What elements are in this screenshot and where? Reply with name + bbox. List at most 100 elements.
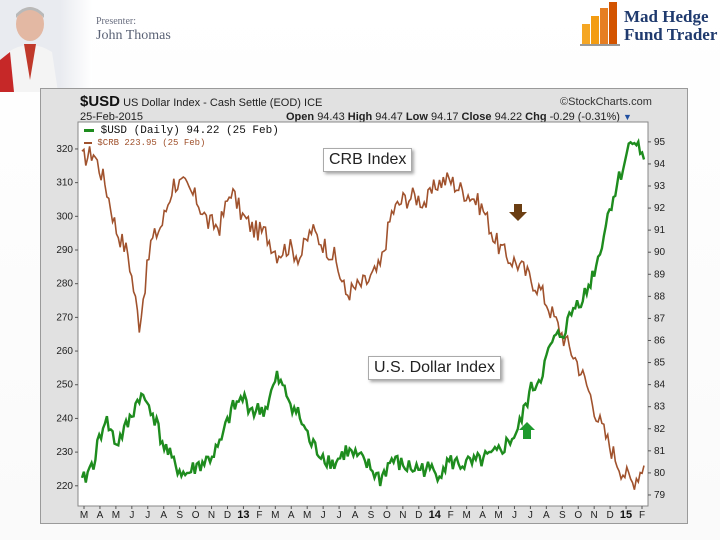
down-arrow-icon: [509, 204, 527, 221]
right-tick-label: 89: [654, 269, 666, 280]
right-tick-label: 90: [654, 247, 666, 258]
x-tick-label: J: [337, 510, 342, 521]
x-tick-label: A: [352, 510, 359, 521]
crb-index-callout: CRB Index: [323, 148, 413, 172]
x-tick-label: M: [303, 510, 311, 521]
right-tick-label: 85: [654, 358, 666, 369]
right-tick-label: 87: [654, 313, 666, 324]
x-axis: M A M J J A S O N D 13 F M A M J J A S O N D 14 F M A M J J A S O N D 15 F: [80, 506, 645, 521]
x-tick-label: O: [574, 510, 582, 521]
x-tick-label: M: [271, 510, 279, 521]
presenter-block: Presenter: John Thomas: [96, 16, 171, 44]
x-tick-label: J: [321, 510, 326, 521]
legend-crb: $CRB 223.95 (25 Feb): [84, 138, 205, 148]
high-value: 94.47: [375, 111, 403, 123]
open-value: 94.43: [317, 111, 345, 123]
x-tick-label: S: [368, 510, 375, 521]
x-tick-label: D: [224, 510, 231, 521]
left-tick-label: 300: [56, 211, 73, 222]
right-axis: 79 80 81 82 83 84 85 86 87 88 89 90 91 92 93 94 95: [648, 137, 666, 501]
x-tick-label: A: [288, 510, 295, 521]
legend-crb-label: $CRB 223.95 (25 Feb): [97, 138, 206, 148]
close-value: 94.22: [494, 111, 523, 123]
chg-value: -0.29 (-0.31%): [549, 111, 620, 123]
presenter-name: John Thomas: [96, 28, 171, 43]
x-tick-label: S: [176, 510, 183, 521]
x-tick-label: D: [415, 510, 422, 521]
x-tick-label: O: [192, 510, 200, 521]
right-tick-label: 88: [654, 291, 666, 302]
presenter-label: Presenter:: [96, 16, 136, 27]
usd-series-line: [80, 138, 646, 487]
x-tick-label: F: [639, 510, 645, 521]
x-tick-label: J: [145, 510, 150, 521]
x-tick-label: F: [448, 510, 454, 521]
left-axis: 220 230 240 250 260 270 280 290 300 310 320: [56, 144, 78, 492]
chg-label: Chg: [525, 111, 547, 123]
x-tick-label: J: [512, 510, 517, 521]
low-value: 94.17: [430, 111, 459, 123]
crb-series-line: [81, 146, 645, 490]
logo-text: Mad Hedge Fund Trader: [624, 8, 717, 44]
right-tick-label: 94: [654, 159, 666, 170]
logo-line1: Mad Hedge: [624, 7, 709, 26]
left-tick-label: 260: [56, 346, 73, 357]
left-tick-label: 310: [56, 178, 73, 189]
x-tick-label: A: [97, 510, 104, 521]
right-tick-label: 83: [654, 402, 666, 413]
x-tick-label: O: [383, 510, 391, 521]
right-tick-label: 95: [654, 137, 666, 148]
right-tick-label: 92: [654, 203, 666, 214]
chart-plot: 220 230 240 250 260 270 280 290 300 310 320 79 80 81…: [56, 121, 666, 521]
x-tick-label: M: [462, 510, 470, 521]
chart-date: 25-Feb-2015: [80, 111, 143, 123]
left-tick-label: 250: [56, 380, 73, 391]
legend-usd-swatch: [84, 128, 94, 132]
up-arrow-icon: [519, 422, 535, 439]
mad-hedge-logo-icon: [580, 2, 620, 46]
x-tick-label: M: [112, 510, 120, 521]
x-tick-label: M: [80, 510, 88, 521]
right-tick-label: 86: [654, 335, 666, 346]
left-tick-label: 270: [56, 312, 73, 323]
legend-usd: $USD (Daily) 94.22 (25 Feb): [84, 125, 279, 137]
left-tick-label: 230: [56, 447, 73, 458]
chart-header-title: $USD US Dollar Index - Cash Settle (EOD)…: [80, 93, 322, 110]
x-tick-label: 15: [620, 509, 632, 521]
left-tick-label: 320: [56, 144, 73, 155]
symbol: $USD: [80, 93, 121, 110]
high-label: High: [347, 111, 373, 123]
x-tick-label: 13: [237, 509, 249, 521]
x-tick-label: A: [160, 510, 167, 521]
x-tick-label: F: [256, 510, 262, 521]
x-tick-label: J: [528, 510, 533, 521]
quote-row: Open 94.43 High 94.47 Low 94.17 Close 94…: [286, 111, 632, 123]
x-tick-label: A: [479, 510, 486, 521]
right-tick-label: 91: [654, 225, 666, 236]
usd-index-callout: U.S. Dollar Index: [368, 356, 501, 380]
open-label: Open: [286, 111, 315, 123]
x-tick-label: N: [399, 510, 406, 521]
close-label: Close: [461, 111, 492, 123]
logo-line2: Fund Trader: [624, 25, 718, 44]
legend-usd-label: $USD (Daily) 94.22 (25 Feb): [100, 125, 279, 137]
x-tick-label: S: [559, 510, 566, 521]
right-tick-label: 82: [654, 424, 666, 435]
index-name: US Dollar Index - Cash Settle (EOD) ICE: [123, 97, 323, 109]
x-tick-label: 14: [429, 509, 442, 521]
right-tick-label: 80: [654, 468, 666, 479]
x-tick-label: D: [606, 510, 613, 521]
x-tick-label: N: [208, 510, 215, 521]
x-tick-label: M: [494, 510, 502, 521]
chg-down-icon: ▼: [623, 112, 632, 122]
left-tick-label: 280: [56, 279, 73, 290]
x-tick-label: N: [591, 510, 598, 521]
x-tick-label: A: [543, 510, 550, 521]
right-tick-label: 79: [654, 490, 666, 501]
left-tick-label: 220: [56, 481, 73, 492]
left-tick-label: 290: [56, 245, 73, 256]
legend-crb-swatch: [84, 141, 92, 144]
right-tick-label: 81: [654, 446, 666, 457]
left-tick-label: 240: [56, 413, 73, 424]
presenter-photo: [0, 0, 92, 92]
